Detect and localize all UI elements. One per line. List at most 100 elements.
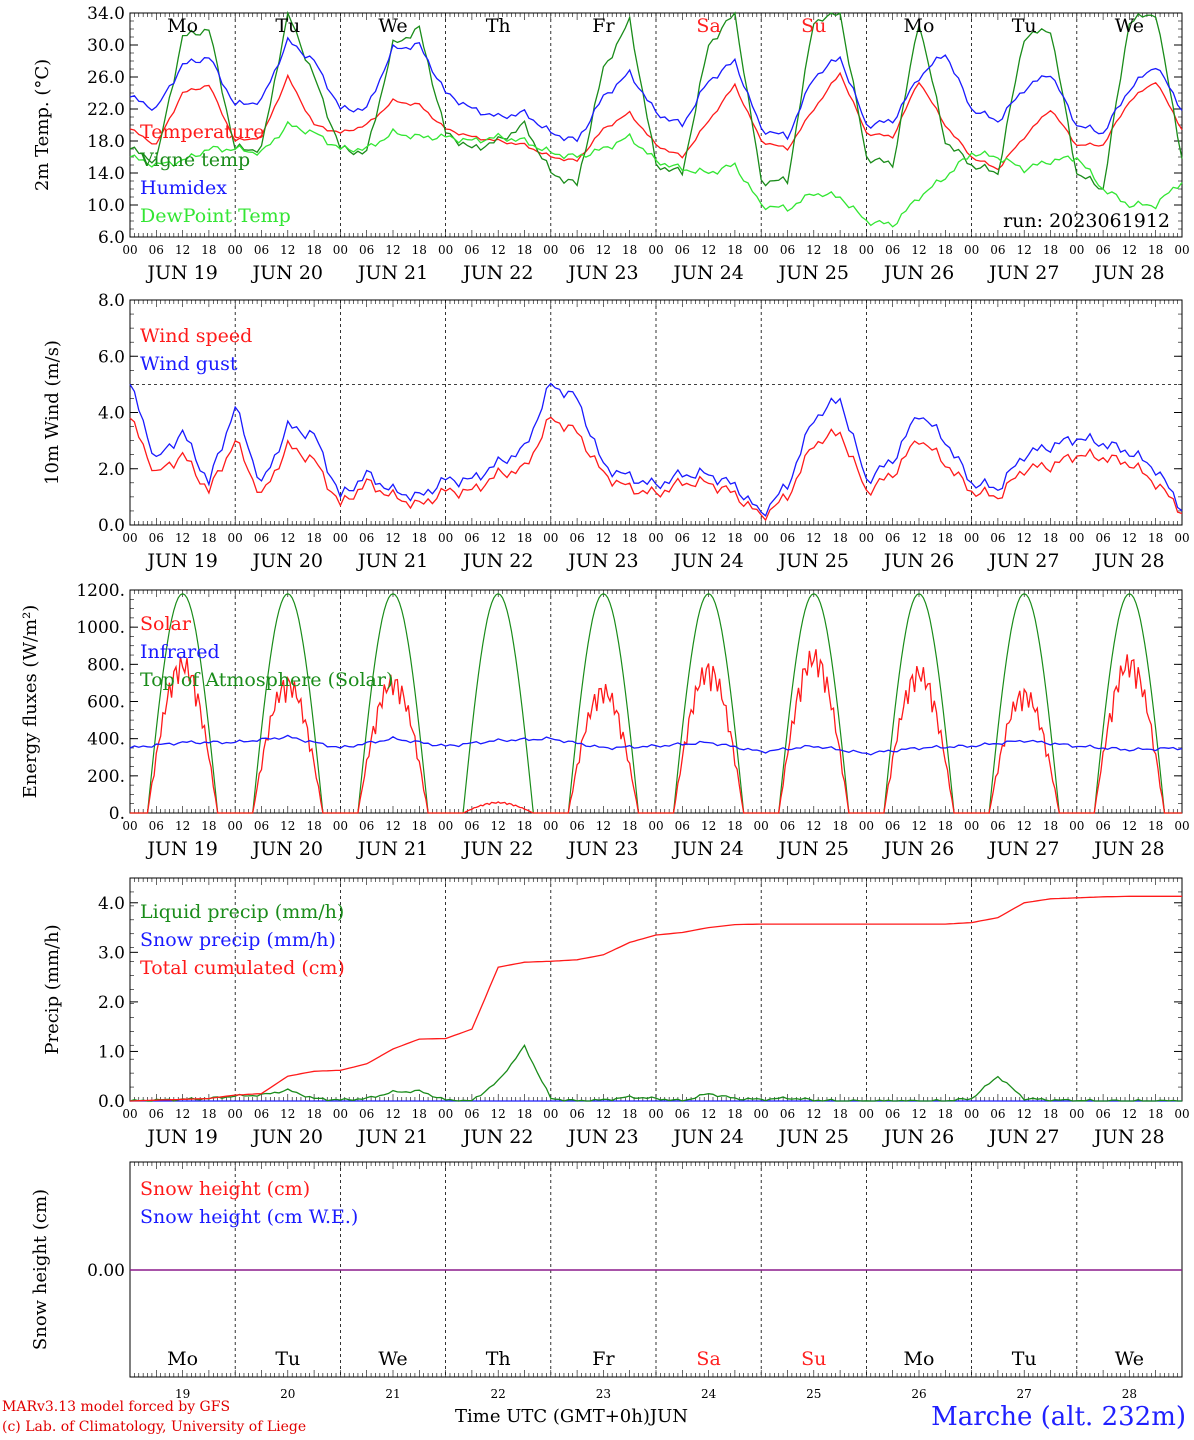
hour-tick-label: 12 (280, 531, 295, 545)
hour-tick-label: 18 (1043, 243, 1058, 257)
hour-tick-label: 12 (911, 1107, 926, 1121)
hour-tick-label: 00 (859, 819, 874, 833)
hour-tick-label: 00 (333, 1107, 348, 1121)
hour-tick-label: 12 (701, 819, 716, 833)
y-tick-label: 30.0 (87, 36, 125, 56)
hour-tick-label: 18 (727, 819, 742, 833)
hour-tick-label: 18 (201, 531, 216, 545)
hour-tick-label: 12 (385, 1107, 400, 1121)
hour-tick-label: 00 (543, 819, 558, 833)
legend-entry: Wind speed (140, 325, 252, 347)
hour-tick-label: 18 (517, 819, 532, 833)
hour-tick-label: 06 (1095, 243, 1110, 257)
date-label: JUN 26 (882, 262, 954, 284)
hour-tick-label: 06 (675, 531, 690, 545)
y-tick-label: 600. (87, 693, 125, 713)
panel-2-frame: 00 06 12 18 00 06 12 18 00 06 12 18 00 06 12 18 00 06 12 18… (122, 299, 1190, 572)
hour-tick-label: 00 (1174, 1107, 1189, 1121)
hour-tick-label: 00 (438, 243, 453, 257)
hour-tick-label: 00 (964, 243, 979, 257)
hour-tick-label: 00 (648, 243, 663, 257)
weekday-label: Th (486, 1348, 511, 1370)
date-label: JUN 27 (987, 550, 1059, 572)
hour-tick-label: 06 (885, 1107, 900, 1121)
hour-tick-label: 00 (543, 1107, 558, 1121)
hour-tick-label: 18 (1148, 531, 1163, 545)
hour-tick-label: 18 (517, 243, 532, 257)
date-label: JUN 21 (356, 550, 428, 572)
hour-tick-label: 06 (149, 819, 164, 833)
hour-tick-label: 18 (832, 243, 847, 257)
hour-tick-label: 00 (228, 531, 243, 545)
wind-series (129, 382, 1183, 522)
weekday-labels-top: Mo Tu We Th Fr Sa Su Mo Tu We (167, 15, 1144, 37)
date-label: JUN 26 (882, 1126, 954, 1148)
series-line-solar (130, 649, 1182, 814)
series-line-total-cumulated-cm- (129, 895, 1182, 1102)
hour-tick-label: 12 (1122, 1107, 1137, 1121)
hour-tick-label: 18 (727, 1107, 742, 1121)
hour-tick-label: 06 (254, 243, 269, 257)
hour-tick-label: 06 (885, 531, 900, 545)
hour-tick-label: 00 (228, 1107, 243, 1121)
weekday-label: We (378, 15, 407, 37)
hour-tick-label: 12 (1122, 243, 1137, 257)
series-line-wind-speed (129, 416, 1183, 522)
y-axis-title: Energy fluxes (W/m²) (20, 605, 41, 799)
weekday-label: Th (486, 15, 511, 37)
hour-tick-label: 18 (832, 1107, 847, 1121)
y-tick-label: 800. (87, 655, 125, 675)
date-label: JUN 20 (251, 262, 323, 284)
hour-tick-label: 00 (859, 1107, 874, 1121)
hour-tick-label: 00 (859, 531, 874, 545)
hour-tick-label: 06 (885, 243, 900, 257)
panel-3-legend: Solar Infrared Top of Atmosphere (Solar) (140, 613, 393, 691)
date-label: JUN 25 (777, 1126, 849, 1148)
hour-tick-label: 18 (1043, 819, 1058, 833)
date-label: JUN 24 (671, 1126, 743, 1148)
month-label: JUN (649, 1406, 689, 1427)
hour-tick-label: 06 (675, 1107, 690, 1121)
weekday-label: We (378, 1348, 407, 1370)
panel-5-legend: Snow height (cm) Snow height (cm W.E.) (140, 1178, 358, 1228)
hour-tick-label: 00 (333, 819, 348, 833)
legend-entry: Humidex (140, 177, 227, 199)
weekday-label: Fr (592, 15, 615, 37)
hour-tick-label: 00 (1069, 819, 1084, 833)
weekday-label: Mo (904, 15, 935, 37)
hour-tick-label: 12 (911, 531, 926, 545)
panel-1-yaxis: 6.0 10.0 14.0 18.0 22.0 26.0 30.0 34.0 (87, 4, 1182, 248)
hour-tick-label: 00 (1069, 1107, 1084, 1121)
weekday-label: Sa (696, 1348, 720, 1370)
station-label: Marche (alt. 232m) (931, 1402, 1186, 1432)
hour-tick-label: 06 (359, 531, 374, 545)
hour-tick-label: 18 (1148, 1107, 1163, 1121)
plot-frame (129, 12, 1183, 238)
hour-tick-label: 18 (622, 531, 637, 545)
day-number-label: 22 (491, 1387, 506, 1401)
hour-tick-label: 00 (438, 819, 453, 833)
hour-tick-label: 06 (149, 531, 164, 545)
hour-tick-label: 12 (385, 243, 400, 257)
hour-tick-label: 00 (543, 531, 558, 545)
hour-tick-label: 00 (438, 1107, 453, 1121)
legend-entry: Vigne temp (139, 149, 250, 171)
date-label: JUN 23 (566, 550, 638, 572)
date-label: JUN 22 (461, 550, 533, 572)
hour-tick-label: 12 (280, 1107, 295, 1121)
y-tick-label: 0.00 (87, 1261, 125, 1281)
weekday-label: Tu (1012, 1348, 1037, 1370)
y-tick-label: 0.0 (98, 1092, 125, 1112)
hour-tick-label: 06 (990, 1107, 1005, 1121)
hour-tick-label: 12 (596, 531, 611, 545)
panel-1-frame: 00 06 12 18 00 06 12 18 00 06 12 18 00 06 12 18 00 06 12 18… (122, 12, 1190, 284)
hour-tick-label: 06 (359, 1107, 374, 1121)
y-tick-label: 0.0 (98, 516, 125, 536)
day-number-label: 23 (596, 1387, 611, 1401)
hour-tick-label: 06 (780, 531, 795, 545)
legend-entry: Solar (140, 613, 192, 635)
y-tick-label: 2.0 (98, 460, 125, 480)
hour-tick-label: 06 (1095, 531, 1110, 545)
hour-tick-label: 12 (806, 1107, 821, 1121)
